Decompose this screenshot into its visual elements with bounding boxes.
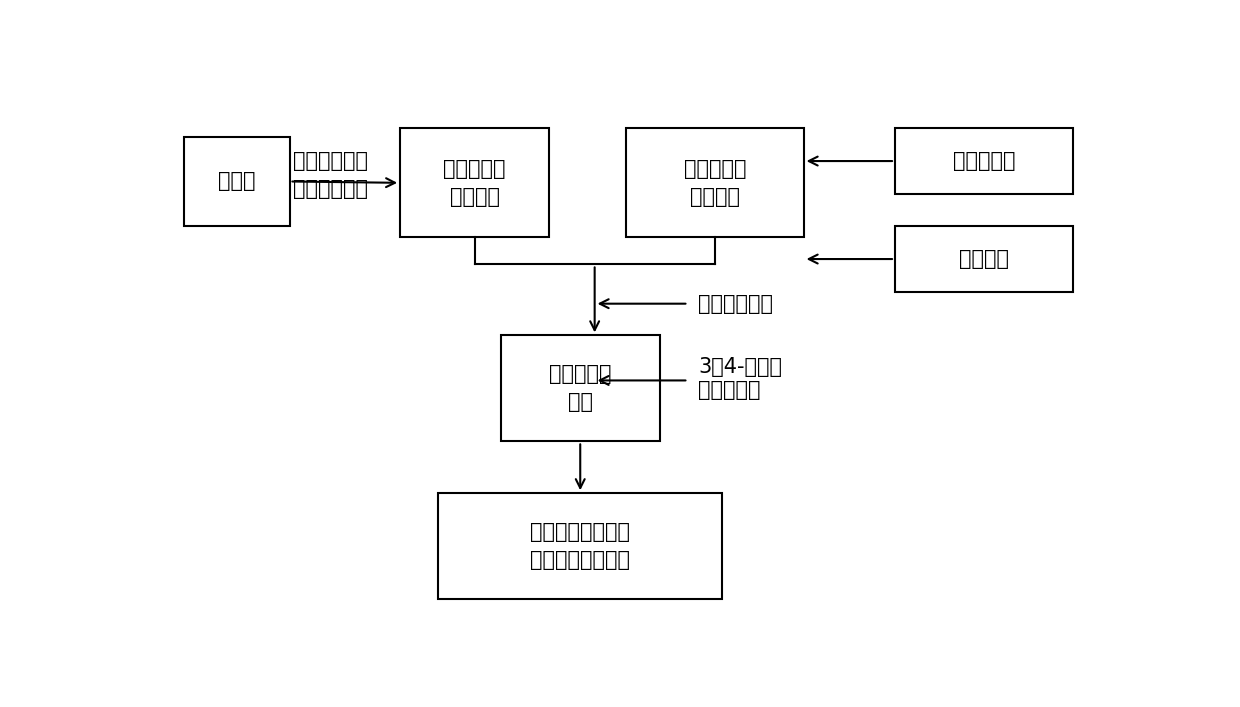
Bar: [626, 129, 804, 238]
Bar: [439, 493, 722, 600]
Text: 纤维束: 纤维束: [218, 172, 255, 192]
Text: 3，4-乙烯二: 3，4-乙烯二: [698, 357, 782, 377]
Text: 表面活性剂
有机溶液: 表面活性剂 有机溶液: [683, 159, 746, 207]
Text: 羟基化多壁碳
纳米管分散液: 羟基化多壁碳 纳米管分散液: [294, 151, 368, 199]
Text: 氧噻吩单体: 氧噻吩单体: [698, 380, 760, 399]
Bar: [501, 335, 660, 441]
Text: 表面活性剂: 表面活性剂: [952, 151, 1016, 171]
Bar: [895, 129, 1073, 194]
Text: 导电复合纤
维束: 导电复合纤 维束: [549, 364, 611, 412]
Text: 氧化剂水溶液: 氧化剂水溶液: [698, 293, 773, 314]
Text: 导电复合纤维束基
有机电化学晶体管: 导电复合纤维束基 有机电化学晶体管: [531, 522, 630, 571]
Text: 有机溶剂: 有机溶剂: [959, 249, 1009, 269]
Bar: [895, 226, 1073, 292]
Bar: [401, 129, 549, 238]
Text: 碳纳米管导
电纤维束: 碳纳米管导 电纤维束: [443, 159, 506, 207]
Bar: [184, 136, 289, 226]
